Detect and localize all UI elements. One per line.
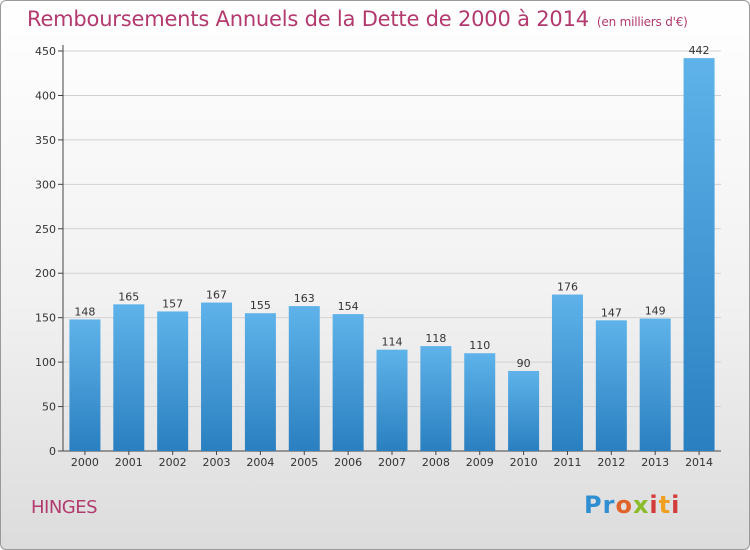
bar [420, 346, 452, 451]
y-tick-label: 100 [35, 356, 56, 369]
y-tick-label: 150 [35, 312, 56, 325]
x-tick-label: 2012 [597, 456, 625, 469]
x-tick-label: 2002 [159, 456, 187, 469]
x-tick-label: 2009 [466, 456, 494, 469]
y-tick-label: 50 [42, 401, 56, 414]
bar [288, 306, 320, 451]
bar [595, 320, 627, 451]
bar [464, 353, 496, 451]
x-tick-label: 2003 [203, 456, 231, 469]
y-tick-label: 0 [49, 445, 56, 458]
x-tick-label: 2001 [115, 456, 143, 469]
data-label: 147 [601, 306, 622, 319]
chart-title-text: Remboursements Annuels de la Dette de 20… [27, 7, 589, 31]
chart-title: Remboursements Annuels de la Dette de 20… [27, 7, 688, 31]
bar [69, 319, 101, 451]
data-label: 176 [557, 281, 578, 294]
data-label: 90 [517, 357, 531, 370]
bar [639, 318, 671, 451]
bar [332, 314, 364, 451]
chart-subtitle: (en milliers d'€) [596, 15, 688, 29]
y-tick-label: 450 [35, 45, 56, 58]
data-label: 167 [206, 289, 227, 302]
bar [244, 313, 276, 451]
data-label: 157 [162, 297, 183, 310]
bar [201, 302, 233, 451]
x-tick-label: 2006 [334, 456, 362, 469]
x-tick-label: 2005 [290, 456, 318, 469]
data-label: 118 [425, 332, 446, 345]
data-label: 110 [469, 339, 490, 352]
data-label: 154 [338, 300, 359, 313]
data-label: 148 [74, 305, 95, 318]
bar [508, 371, 540, 451]
data-label: 114 [382, 336, 403, 349]
x-tick-label: 2014 [685, 456, 713, 469]
y-tick-label: 250 [35, 223, 56, 236]
bar [113, 304, 145, 451]
data-label: 155 [250, 299, 271, 312]
x-tick-label: 2000 [71, 456, 99, 469]
x-tick-label: 2011 [553, 456, 581, 469]
y-tick-label: 300 [35, 178, 56, 191]
x-tick-label: 2004 [246, 456, 274, 469]
y-tick-label: 400 [35, 89, 56, 102]
data-label: 165 [118, 290, 139, 303]
commune-name: HINGES [31, 497, 98, 518]
x-tick-label: 2007 [378, 456, 406, 469]
bar [157, 311, 189, 451]
x-tick-label: 2010 [510, 456, 538, 469]
x-tick-label: 2008 [422, 456, 450, 469]
proxiti-logo: Proxiti [584, 491, 681, 519]
bar [376, 349, 408, 451]
y-tick-label: 350 [35, 134, 56, 147]
data-label: 442 [689, 44, 710, 57]
bar [551, 294, 583, 451]
data-label: 163 [294, 292, 315, 305]
data-label: 149 [645, 305, 666, 318]
y-tick-label: 200 [35, 267, 56, 280]
x-tick-label: 2013 [641, 456, 669, 469]
bar [683, 58, 715, 451]
